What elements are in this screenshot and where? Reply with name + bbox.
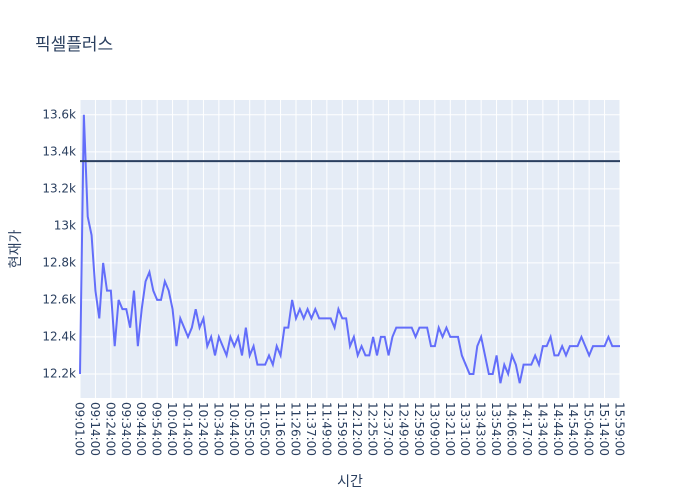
y-tick-label: 12.2k (42, 366, 76, 380)
x-tick-label: 13:43:00 (474, 402, 488, 456)
x-tick-label: 11:05:00 (258, 402, 272, 456)
x-tick-label: 14:17:00 (520, 402, 534, 456)
y-tick-label: 12.4k (42, 329, 76, 343)
x-tick-label: 12:49:00 (397, 402, 411, 456)
x-tick-label: 14:34:00 (535, 402, 549, 456)
x-tick-label: 15:04:00 (582, 402, 596, 456)
x-tick-label: 13:31:00 (458, 402, 472, 456)
x-tick-label: 15:14:00 (597, 402, 611, 456)
y-tick-label: 13k (54, 218, 76, 232)
x-tick-label: 12:25:00 (366, 402, 380, 456)
x-tick-label: 12:12:00 (350, 402, 364, 456)
price-line (79, 114, 620, 384)
x-tick-label: 10:44:00 (227, 402, 241, 456)
x-tick-label: 10:34:00 (211, 402, 225, 456)
x-tick-label: 09:01:00 (73, 402, 87, 456)
x-tick-label: 10:55:00 (242, 402, 256, 456)
x-tick-label: 10:24:00 (196, 402, 210, 456)
x-tick-label: 15:59:00 (613, 402, 627, 456)
x-tick-label: 11:26:00 (289, 402, 303, 456)
x-axis-title: 시간 (337, 474, 363, 490)
x-tick-label: 14:06:00 (505, 402, 519, 456)
y-tick-label: 12.6k (42, 292, 76, 306)
chart-title: 픽셀플러스 (35, 35, 113, 55)
x-tick-label: 09:24:00 (103, 402, 117, 456)
y-tick-label: 13.6k (42, 107, 76, 121)
y-tick-label: 13.2k (42, 181, 76, 195)
x-tick-label: 09:34:00 (119, 402, 133, 456)
x-tick-label: 10:14:00 (181, 402, 195, 456)
x-tick-label: 09:44:00 (134, 402, 148, 456)
x-tick-label: 11:49:00 (319, 402, 333, 456)
x-tick-label: 12:59:00 (412, 402, 426, 456)
y-tick-label: 13.4k (42, 144, 76, 158)
x-tick-label: 13:21:00 (443, 402, 457, 456)
x-tick-label: 14:44:00 (551, 402, 565, 456)
x-tick-label: 13:54:00 (489, 402, 503, 456)
x-tick-label: 11:16:00 (273, 402, 287, 456)
y-axis-title: 현재가 (8, 230, 24, 269)
x-tick-label: 12:37:00 (381, 402, 395, 456)
x-tick-label: 14:54:00 (566, 402, 580, 456)
y-tick-label: 12.8k (42, 255, 76, 269)
x-tick-label: 11:37:00 (304, 402, 318, 456)
x-tick-label: 11:59:00 (335, 402, 349, 456)
x-tick-label: 09:14:00 (88, 402, 102, 456)
x-tick-label: 09:54:00 (150, 402, 164, 456)
x-tick-label: 10:04:00 (165, 402, 179, 456)
x-tick-label: 13:09:00 (427, 402, 441, 456)
plot-area (80, 100, 620, 398)
